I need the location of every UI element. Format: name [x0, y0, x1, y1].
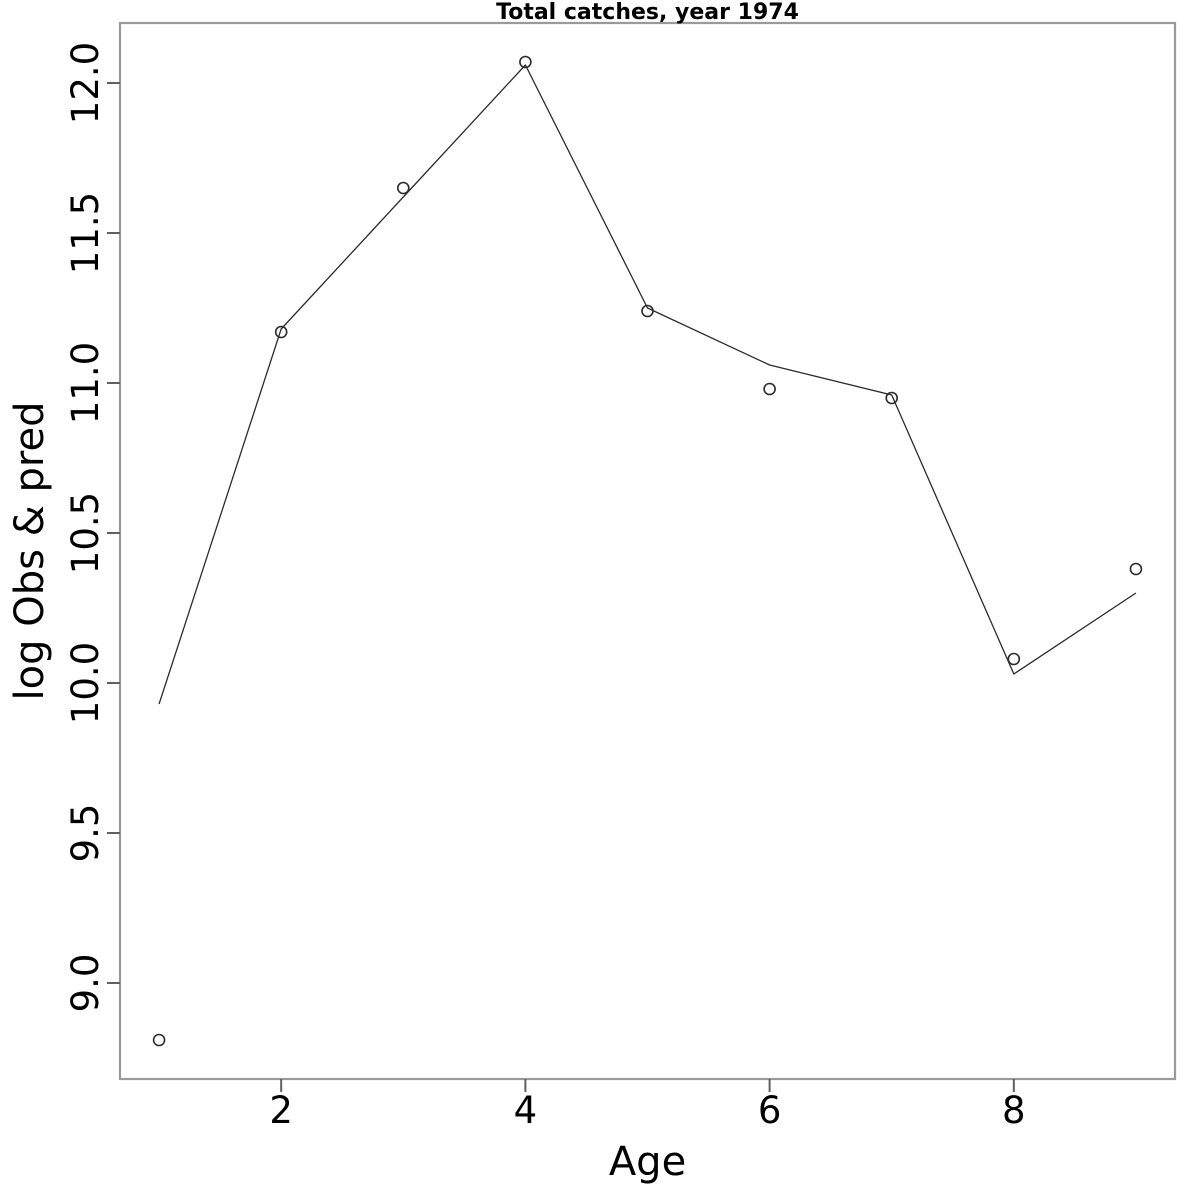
y-tick-label: 9.5: [64, 804, 107, 863]
y-tick-label: 12.0: [64, 42, 107, 124]
observed-point: [1129, 562, 1143, 576]
y-tick-label: 10.5: [64, 492, 107, 574]
observed-point: [763, 382, 776, 396]
prediction-line-group: [158, 64, 1137, 705]
y-axis-label: log Obs & pred: [7, 402, 53, 701]
observed-point: [396, 181, 410, 195]
chart-title: Total catches, year 1974: [496, 0, 799, 25]
observed-point: [274, 325, 288, 339]
observed-point: [152, 1033, 166, 1047]
y-tick-label: 9.0: [64, 954, 107, 1013]
x-tick-label: 6: [758, 1089, 782, 1132]
x-tick-label: 4: [514, 1089, 538, 1132]
x-tick-label: 2: [269, 1089, 293, 1132]
x-axis-label: Age: [609, 1139, 686, 1185]
plot-box: [118, 21, 1177, 1081]
prediction-line: [158, 64, 1137, 705]
y-tick-label: 11.0: [64, 342, 107, 424]
y-tick-label: 11.5: [64, 192, 107, 274]
y-tick-label: 10.0: [64, 642, 107, 724]
observed-point: [519, 55, 532, 69]
observed-point: [1007, 652, 1021, 666]
y-axis-ticks: 9.0 9.5 10.0 10.5 11.0 11.5 12.0: [64, 42, 120, 1013]
x-tick-label: 8: [1002, 1089, 1026, 1132]
observed-point: [885, 391, 899, 405]
observed-point: [641, 304, 654, 318]
observed-points-group: [152, 55, 1143, 1047]
x-axis-ticks: 2 4 6 8: [269, 1079, 1026, 1132]
